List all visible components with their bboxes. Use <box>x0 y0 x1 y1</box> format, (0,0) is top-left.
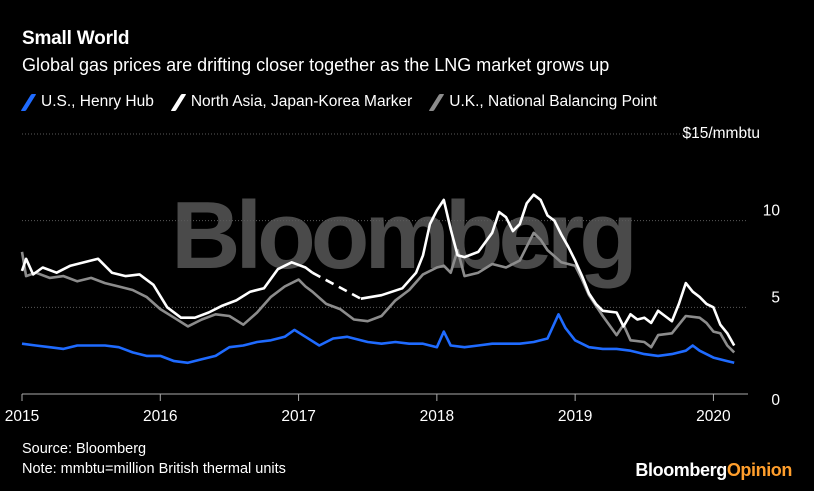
y-axis: 0 5 10 <box>763 203 781 409</box>
series-line-henry-hub <box>21 313 735 365</box>
series-group <box>20 193 736 365</box>
legend-swatch-henry-hub <box>20 93 37 111</box>
series-line-nbp <box>20 231 736 354</box>
x-tick-label-2018: 2018 <box>420 408 454 425</box>
x-axis: 2015 2016 2017 2018 2019 2020 <box>5 393 748 425</box>
legend-item-henry-hub: U.S., Henry Hub <box>20 93 154 111</box>
legend-swatch-jkm <box>170 93 187 111</box>
legend-item-jkm: North Asia, Japan-Korea Marker <box>170 93 413 111</box>
brand-logo: BloombergOpinion <box>635 460 792 481</box>
y-axis-unit-label: $15/mmbtu <box>682 125 760 142</box>
legend: U.S., Henry Hub North Asia, Japan-Korea … <box>20 93 675 111</box>
legend-swatch-nbp <box>428 93 445 111</box>
legend-label-henry-hub: U.S., Henry Hub <box>41 93 154 110</box>
x-tick-label-2019: 2019 <box>558 408 592 425</box>
x-tick-label-2015: 2015 <box>5 408 39 425</box>
footnote: Note: mmbtu=million British thermal unit… <box>22 461 286 477</box>
series-line-jkm-b <box>360 193 736 347</box>
legend-label-jkm: North Asia, Japan-Korea Marker <box>190 93 413 110</box>
y-tick-label-5: 5 <box>771 289 780 306</box>
brand-accent: Opinion <box>726 460 793 480</box>
x-tick-label-2017: 2017 <box>281 408 315 425</box>
x-tick-label-2016: 2016 <box>143 408 177 425</box>
series-line-jkm-gap <box>311 271 362 300</box>
y-tick-label-0: 0 <box>771 392 780 409</box>
chart-title: Small World <box>22 28 130 49</box>
y-tick-label-10: 10 <box>763 203 781 220</box>
legend-item-nbp: U.K., National Balancing Point <box>428 93 657 111</box>
watermark: Bloomberg <box>171 182 633 289</box>
x-tick-label-2020: 2020 <box>696 408 731 425</box>
source-note: Source: Bloomberg <box>22 441 147 457</box>
brand-main: Bloomberg <box>635 460 727 480</box>
chart-subtitle: Global gas prices are drifting closer to… <box>22 55 610 75</box>
series-line-jkm-a <box>20 257 314 319</box>
legend-label-nbp: U.K., National Balancing Point <box>449 93 657 110</box>
